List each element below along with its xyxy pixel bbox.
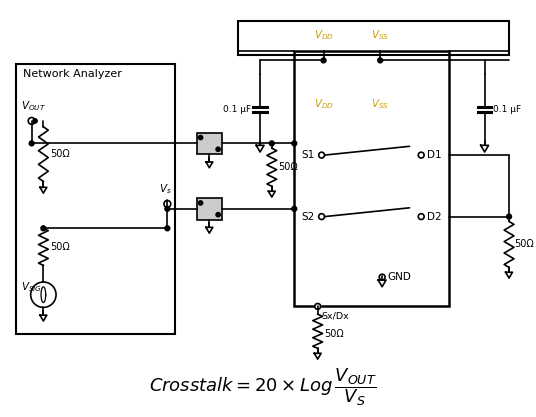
Text: $V_s$: $V_s$ — [159, 182, 172, 196]
Circle shape — [319, 214, 324, 219]
Text: 50Ω: 50Ω — [50, 149, 70, 159]
Text: $V_{SS}$: $V_{SS}$ — [371, 98, 389, 111]
Circle shape — [164, 201, 171, 207]
Circle shape — [292, 141, 297, 146]
Text: 50Ω: 50Ω — [279, 162, 299, 172]
Circle shape — [292, 206, 297, 211]
Text: 50Ω: 50Ω — [324, 329, 344, 339]
Text: 50Ω: 50Ω — [50, 242, 70, 252]
Text: 0.1 μF: 0.1 μF — [223, 105, 251, 114]
Text: GND: GND — [387, 272, 411, 282]
Bar — [237, 21, 509, 55]
Bar — [16, 64, 175, 334]
Text: $V_{SS}$: $V_{SS}$ — [371, 28, 389, 42]
Circle shape — [216, 147, 220, 151]
Circle shape — [198, 201, 203, 205]
Text: D1: D1 — [427, 150, 442, 160]
Circle shape — [418, 152, 424, 158]
Text: S2: S2 — [301, 211, 314, 221]
Circle shape — [315, 304, 321, 309]
Text: $V_{SIG}$: $V_{SIG}$ — [21, 280, 42, 294]
Circle shape — [41, 226, 46, 231]
Circle shape — [28, 118, 35, 124]
Bar — [197, 133, 222, 154]
Circle shape — [216, 213, 220, 217]
Circle shape — [378, 58, 383, 63]
Text: 50Ω: 50Ω — [514, 239, 534, 249]
Bar — [294, 50, 449, 306]
Text: $V_{OUT}$: $V_{OUT}$ — [21, 99, 46, 113]
Circle shape — [165, 226, 170, 231]
Text: $\mathit{Crosstalk} = 20 \times \mathit{Log}\,\dfrac{V_{OUT}}{V_S}$: $\mathit{Crosstalk} = 20 \times \mathit{… — [149, 367, 377, 408]
Circle shape — [418, 214, 424, 219]
Circle shape — [33, 119, 37, 123]
Circle shape — [29, 141, 34, 146]
Text: 0.1 μF: 0.1 μF — [494, 105, 522, 114]
Circle shape — [507, 214, 511, 219]
Circle shape — [379, 274, 385, 280]
Text: $V_{DD}$: $V_{DD}$ — [314, 28, 333, 42]
Circle shape — [270, 141, 274, 146]
Text: Network Analyzer: Network Analyzer — [23, 69, 122, 79]
Circle shape — [321, 58, 326, 63]
Text: S1: S1 — [301, 150, 314, 160]
Text: Sx/Dx: Sx/Dx — [322, 311, 349, 321]
Circle shape — [319, 152, 324, 158]
Text: $V_{DD}$: $V_{DD}$ — [314, 98, 333, 111]
Circle shape — [198, 136, 203, 140]
Text: D2: D2 — [427, 211, 442, 221]
Bar — [197, 198, 222, 219]
Circle shape — [165, 206, 170, 211]
